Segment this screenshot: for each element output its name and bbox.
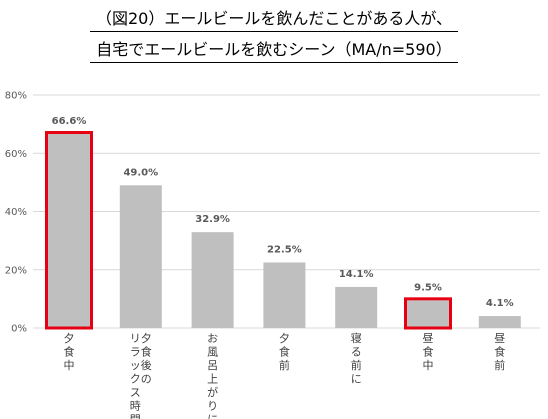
bar-highlight-5	[404, 297, 452, 330]
category-char: 夕	[279, 332, 290, 345]
y-tick-label-20: 20%	[5, 265, 27, 276]
category-char: 前	[351, 358, 362, 372]
category-char: ッ	[130, 359, 141, 372]
category-label-3: 夕食前	[279, 332, 290, 372]
category-char: ラ	[130, 346, 141, 359]
category-char: 前	[279, 358, 290, 372]
category-char: ク	[130, 373, 141, 386]
category-char: 上	[207, 373, 218, 386]
category-char: の	[141, 373, 152, 386]
category-char: 前	[494, 358, 505, 372]
category-char: 食	[279, 345, 290, 359]
category-char: 食	[494, 345, 505, 359]
category-char: 夕	[64, 332, 75, 345]
category-char: 中	[64, 359, 75, 372]
data-label-6: 4.1%	[486, 298, 514, 309]
data-label-5: 9.5%	[414, 282, 442, 293]
bars	[45, 131, 521, 330]
category-labels: 夕食中夕食後のリラックス時間お風呂上がりに夕食前寝る前に昼食中昼食前	[64, 331, 506, 419]
data-label-2: 32.9%	[195, 214, 230, 225]
category-char: リ	[130, 332, 141, 345]
category-char: お	[207, 332, 218, 345]
bar-5	[407, 300, 449, 328]
y-tick-label-80: 80%	[5, 91, 27, 102]
y-axis-tick-labels: 0% 20% 40% 60% 80%	[5, 91, 27, 335]
category-char: 呂	[207, 359, 218, 372]
y-tick-label-60: 60%	[5, 149, 27, 160]
category-char: 食	[423, 345, 434, 359]
category-label-2: お風呂上がりに	[207, 332, 218, 419]
bar-highlight-0	[45, 131, 93, 330]
category-char: 時	[130, 400, 141, 413]
chart-title-line-2-text: 自宅でエールビールを飲むシーン（MA/n=590）	[90, 36, 458, 63]
category-char: に	[351, 373, 362, 386]
category-char: 寝	[351, 331, 362, 345]
bar-0	[48, 134, 90, 328]
category-label-6: 昼食前	[494, 332, 505, 372]
category-char: り	[207, 400, 218, 413]
bar-2	[191, 232, 234, 328]
y-tick-label-40: 40%	[5, 207, 27, 218]
category-char: 食	[141, 345, 152, 359]
category-char: 間	[130, 413, 141, 419]
chart-title-line-1: （図20）エールビールを飲んだことがある人が、	[0, 5, 548, 32]
bar-6	[478, 316, 521, 328]
category-char: 昼	[423, 332, 434, 345]
category-char: 後	[141, 358, 152, 372]
data-labels: 66.6% 49.0% 32.9% 22.5% 14.1% 9.5% 4.1%	[52, 116, 514, 309]
bar-4	[335, 286, 378, 328]
data-label-3: 22.5%	[267, 244, 302, 255]
category-char: ス	[130, 386, 141, 399]
data-label-4: 14.1%	[339, 269, 374, 280]
category-char: 風	[207, 346, 218, 359]
category-char: る	[351, 346, 362, 359]
category-label-0: 夕食中	[64, 332, 75, 372]
category-char: 夕	[141, 332, 152, 345]
data-label-0: 66.6%	[52, 116, 87, 127]
category-label-5: 昼食中	[423, 332, 434, 372]
y-tick-label-0: 0%	[11, 324, 27, 335]
category-char: 食	[64, 345, 75, 359]
bar-1	[119, 185, 162, 328]
bar-3	[263, 262, 306, 328]
category-char: に	[207, 413, 218, 419]
category-char: が	[207, 385, 218, 399]
category-char: 昼	[494, 332, 505, 345]
chart-title-line-2: 自宅でエールビールを飲むシーン（MA/n=590）	[0, 36, 548, 63]
category-char: 中	[423, 359, 434, 372]
chart-title-line-1-text: （図20）エールビールを飲んだことがある人が、	[89, 5, 459, 32]
data-label-1: 49.0%	[123, 167, 158, 178]
